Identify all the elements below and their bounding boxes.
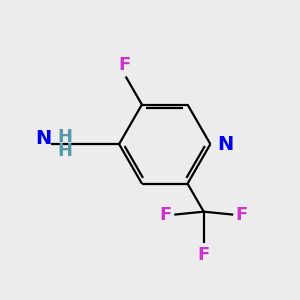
Text: F: F — [118, 56, 130, 74]
Text: F: F — [198, 245, 210, 263]
Text: H: H — [58, 142, 73, 160]
Text: H: H — [58, 128, 73, 146]
Text: F: F — [236, 206, 248, 224]
Text: N: N — [35, 129, 51, 148]
Text: F: F — [160, 206, 172, 224]
Text: N: N — [217, 135, 233, 154]
